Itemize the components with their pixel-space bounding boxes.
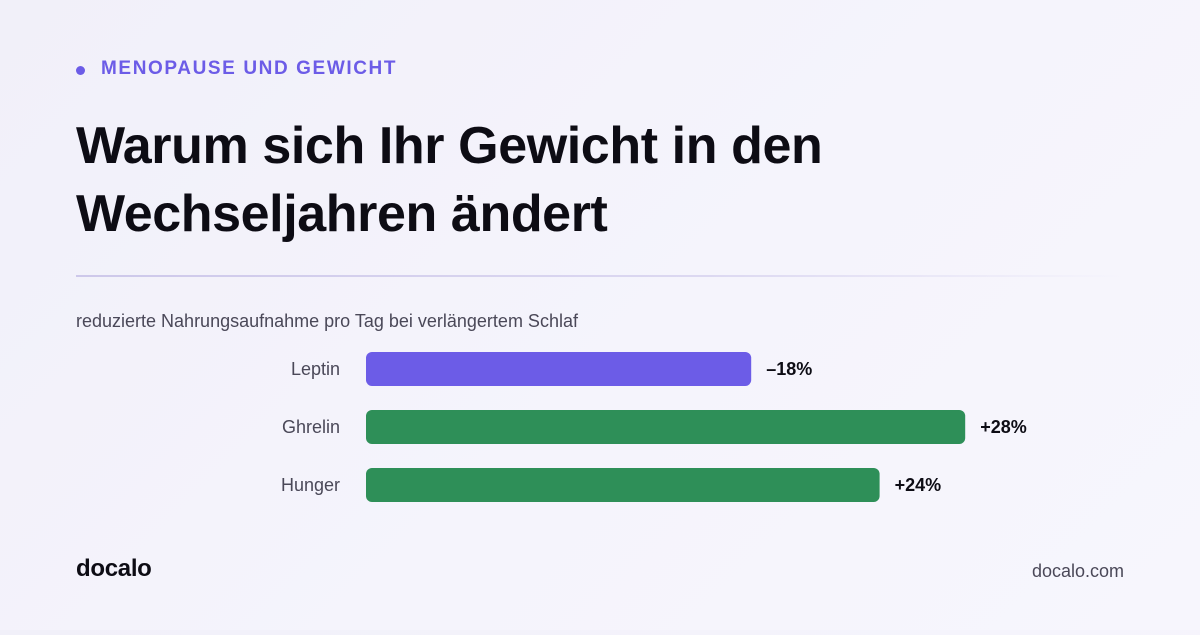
bar-ghrelin <box>366 410 966 444</box>
bar-label-ghrelin: Ghrelin <box>282 417 340 437</box>
brand-logo: docalo <box>76 555 152 582</box>
divider <box>76 275 1124 277</box>
eyebrow-text: MENOPAUSE UND GEWICHT <box>101 58 398 79</box>
site-url: docalo.com <box>1031 561 1124 581</box>
bar-value-ghrelin: +28% <box>980 417 1027 437</box>
bar-value-leptin: –18% <box>766 359 812 379</box>
bar-value-hunger: +24% <box>895 475 942 495</box>
bar-label-leptin: Leptin <box>291 359 340 379</box>
chart-caption: reduzierte Nahrungsaufnahme pro Tag bei … <box>76 311 578 331</box>
eyebrow-dot-icon <box>76 66 85 75</box>
bar-leptin <box>366 352 752 386</box>
bar-hunger <box>366 468 880 502</box>
eyebrow: MENOPAUSE UND GEWICHT <box>76 57 397 81</box>
bar-label-hunger: Hunger <box>281 475 340 495</box>
headline: Warum sich Ihr Gewicht in den Wechseljah… <box>76 117 823 243</box>
